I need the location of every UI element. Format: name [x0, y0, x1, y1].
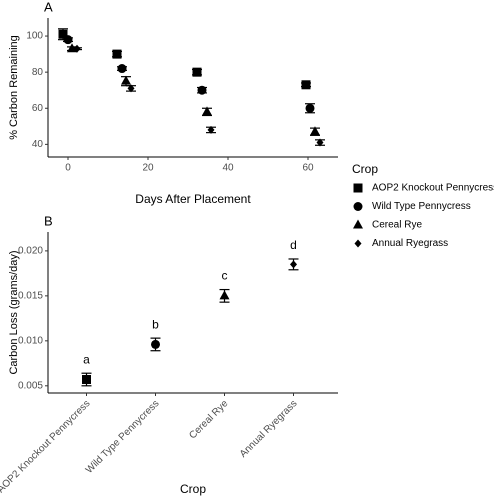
y-axis-label: Carbon Loss (grams/day): [8, 250, 20, 374]
marker: [219, 290, 230, 300]
marker: [127, 84, 135, 93]
y-tick-label: 100: [26, 31, 43, 42]
legend-label: Cereal Rye: [372, 220, 422, 231]
annotation: d: [290, 238, 297, 252]
x-tick-label: 0: [65, 163, 71, 174]
x-tick-label: 20: [142, 163, 154, 174]
marker: [121, 75, 131, 85]
x-axis-label: Crop: [180, 482, 206, 496]
x-tick-label: Annual Ryegrass: [238, 398, 300, 460]
legend-label: Annual Ryegrass: [372, 238, 448, 249]
panel-label: B: [44, 213, 53, 228]
marker: [301, 80, 311, 90]
marker: [82, 375, 91, 385]
marker: [197, 85, 207, 95]
marker: [117, 64, 127, 74]
legend-label: Wild Type Pennycress: [372, 201, 471, 212]
marker: [353, 219, 363, 229]
marker: [202, 106, 212, 116]
y-axis-label: % Carbon Remaining: [8, 35, 20, 140]
x-tick-label: AOP2 Knockout Pennycress: [0, 398, 92, 495]
marker: [316, 138, 324, 147]
y-tick-label: 0.015: [18, 291, 43, 302]
x-axis-label: Days After Placement: [135, 192, 251, 206]
marker: [58, 29, 68, 39]
marker: [353, 202, 363, 211]
x-tick-label: Cereal Rye: [187, 398, 230, 441]
marker: [207, 125, 215, 134]
marker: [112, 49, 122, 59]
x-tick-label: 40: [222, 163, 234, 174]
marker: [151, 339, 160, 349]
marker: [305, 103, 315, 113]
legend-label: AOP2 Knockout Pennycress: [372, 183, 494, 194]
marker: [290, 260, 297, 269]
y-tick-label: 0.005: [18, 380, 43, 391]
y-tick-label: 0.020: [18, 246, 43, 257]
marker: [354, 239, 362, 248]
y-tick-label: 60: [32, 103, 44, 114]
panel-label: A: [44, 0, 53, 14]
x-tick-label: Wild Type Pennycress: [84, 398, 162, 476]
x-tick-label: 60: [302, 163, 314, 174]
y-tick-label: 40: [32, 139, 44, 150]
annotation: c: [222, 269, 228, 283]
marker: [192, 67, 202, 77]
marker: [63, 35, 73, 45]
y-tick-label: 0.010: [18, 335, 43, 346]
marker: [310, 126, 320, 136]
annotation: b: [152, 317, 159, 331]
legend-title: Crop: [352, 162, 378, 176]
annotation: a: [83, 352, 90, 366]
marker: [73, 44, 81, 53]
marker: [353, 183, 363, 193]
y-tick-label: 80: [32, 67, 44, 78]
